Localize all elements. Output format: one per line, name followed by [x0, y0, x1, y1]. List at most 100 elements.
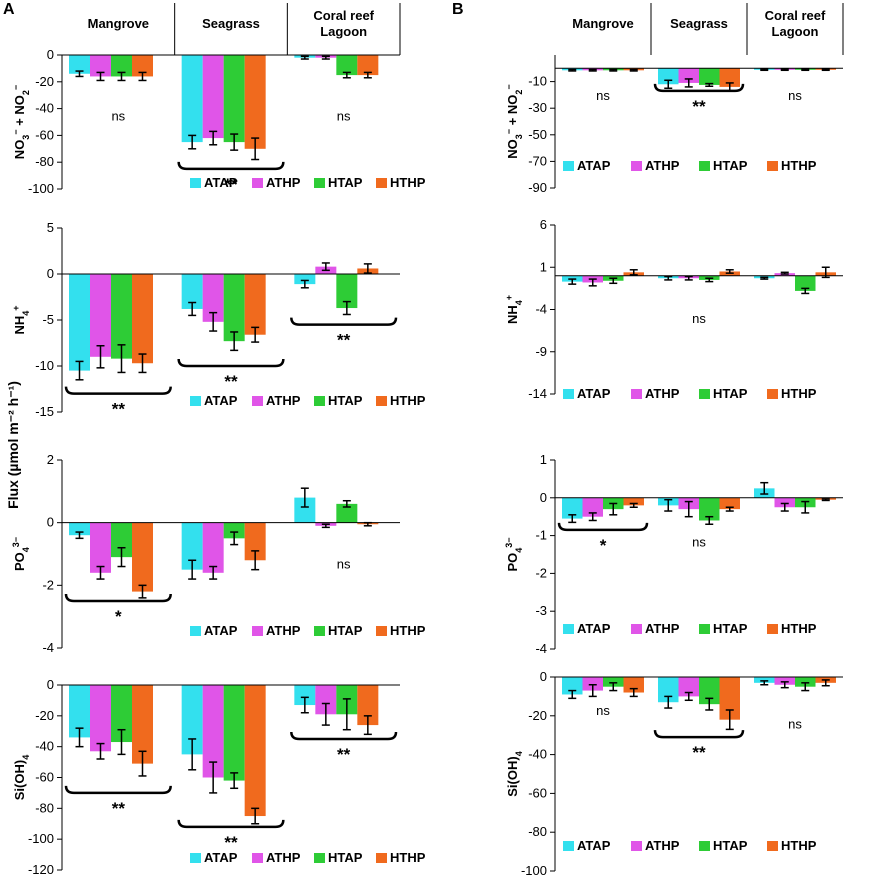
- y-tick-label: -100: [521, 863, 547, 878]
- legend-swatch-htap: [314, 178, 325, 188]
- legend-swatch-athp: [252, 396, 263, 406]
- legend-label-htap: HTAP: [713, 158, 748, 173]
- panel-label-a: A: [3, 1, 15, 18]
- bar-atap: [181, 685, 203, 755]
- legend-swatch-hthp: [376, 626, 387, 636]
- y-axis-label-part: 2: [21, 90, 31, 95]
- significance-label: *: [115, 607, 122, 626]
- bar-htap: [336, 274, 358, 309]
- bar-hthp: [244, 522, 266, 561]
- panel-label-b: B: [452, 1, 464, 18]
- y-axis-label-part: 4: [514, 548, 524, 553]
- y-tick-label: -60: [528, 785, 547, 800]
- chart-B-si: 0 -20 -40 -60 -80 -100 Si(OH)4 ns ** ns ATAP ATHP HT…: [505, 669, 843, 878]
- significance-bracket: [64, 593, 172, 603]
- y-tick-label: -40: [35, 101, 54, 116]
- bar-htap: [603, 677, 624, 687]
- significance-label: ns: [788, 88, 802, 103]
- bar-athp: [202, 274, 224, 322]
- significance-label: **: [692, 97, 706, 116]
- legend-label-athp: ATHP: [645, 621, 680, 636]
- y-tick-label: -20: [528, 708, 547, 723]
- significance-bracket: [64, 386, 172, 395]
- bar-htap: [111, 274, 132, 359]
- y-tick-label: 1: [540, 452, 547, 467]
- significance-label: ns: [337, 108, 351, 123]
- y-tick-label: -90: [528, 180, 547, 195]
- legend-label-hthp: HTHP: [781, 386, 817, 401]
- y-tick-label: 0: [540, 490, 547, 505]
- bar-htap: [223, 55, 245, 143]
- legend-swatch-atap: [563, 161, 574, 171]
- y-axis-label: NH4+: [504, 295, 524, 324]
- y-axis-label-part: + NO: [505, 95, 520, 129]
- legend-label-athp: ATHP: [645, 838, 680, 853]
- bar-atap: [562, 677, 583, 695]
- y-tick-label: -80: [35, 800, 54, 815]
- y-tick-label: -2: [535, 565, 547, 580]
- significance-label: ns: [337, 556, 351, 571]
- y-axis-label: PO43−: [504, 537, 524, 571]
- legend-swatch-htap: [699, 389, 710, 399]
- bar-hthp: [132, 55, 153, 77]
- significance-bracket: [177, 819, 285, 829]
- y-tick-label: -80: [35, 154, 54, 169]
- y-tick-label: -40: [528, 747, 547, 762]
- significance-label: **: [224, 833, 238, 852]
- legend-label-atap: ATAP: [577, 386, 611, 401]
- bar-athp: [90, 685, 111, 752]
- bar-atap: [658, 677, 679, 703]
- legend-label-htap: HTAP: [328, 850, 363, 865]
- bar-hthp: [623, 677, 644, 693]
- bar-hthp: [132, 522, 153, 592]
- legend-label-htap: HTAP: [328, 393, 363, 408]
- y-tick-label: -5: [42, 312, 54, 327]
- y-tick-label: 2: [47, 452, 54, 467]
- legend-swatch-atap: [563, 389, 574, 399]
- y-tick-label: -50: [528, 127, 547, 142]
- bar-atap: [294, 497, 316, 523]
- bar-hthp: [623, 497, 644, 506]
- y-axis-label-part: NH: [12, 316, 27, 335]
- shared-y-axis-label: Flux (µmol m⁻² h⁻¹): [5, 381, 21, 509]
- y-tick-label: 1: [540, 259, 547, 274]
- chart-B-nh4: 6 1 -4 -9 -14 NH4+ ns ATAP ATHP HTAP HTHP: [504, 217, 843, 401]
- y-axis-label-part: −: [504, 84, 514, 89]
- legend-label-atap: ATAP: [577, 838, 611, 853]
- habitat-header: Mangrove: [88, 16, 149, 31]
- bar-htap: [699, 677, 720, 705]
- y-tick-label: -14: [528, 386, 547, 401]
- legend-swatch-htap: [699, 161, 710, 171]
- significance-bracket: [557, 522, 649, 532]
- legend-swatch-athp: [252, 178, 263, 188]
- chart-A-po4: 2 0 -2 -4 PO43− * ns ATAP ATHP HTAP HTHP: [11, 452, 426, 655]
- y-axis-label: Si(OH)4: [505, 751, 524, 796]
- significance-bracket: [290, 731, 398, 741]
- y-axis-label-part: +: [11, 305, 21, 310]
- bar-htap: [336, 55, 358, 76]
- legend-label-atap: ATAP: [204, 850, 238, 865]
- bar-hthp: [244, 274, 266, 335]
- legend-label-htap: HTAP: [713, 386, 748, 401]
- bar-hthp: [244, 685, 266, 817]
- bar-atap: [658, 68, 679, 85]
- legend-swatch-athp: [631, 389, 642, 399]
- bar-atap: [754, 677, 775, 683]
- y-axis-label-part: −: [11, 85, 21, 90]
- y-axis-label-part: 3−: [11, 537, 21, 547]
- legend-label-hthp: HTHP: [390, 393, 426, 408]
- bar-athp: [90, 274, 111, 357]
- bar-athp: [315, 685, 337, 715]
- y-tick-label: -120: [28, 862, 54, 877]
- y-tick-label: 0: [47, 266, 54, 281]
- legend-label-athp: ATHP: [266, 850, 301, 865]
- y-tick-label: 0: [540, 669, 547, 684]
- y-axis-label: NO3− + NO2−: [11, 85, 31, 159]
- significance-label: ns: [596, 703, 610, 718]
- y-tick-label: -60: [35, 770, 54, 785]
- bar-htap: [111, 685, 132, 743]
- significance-label: ns: [788, 717, 802, 732]
- bar-hthp: [357, 55, 379, 76]
